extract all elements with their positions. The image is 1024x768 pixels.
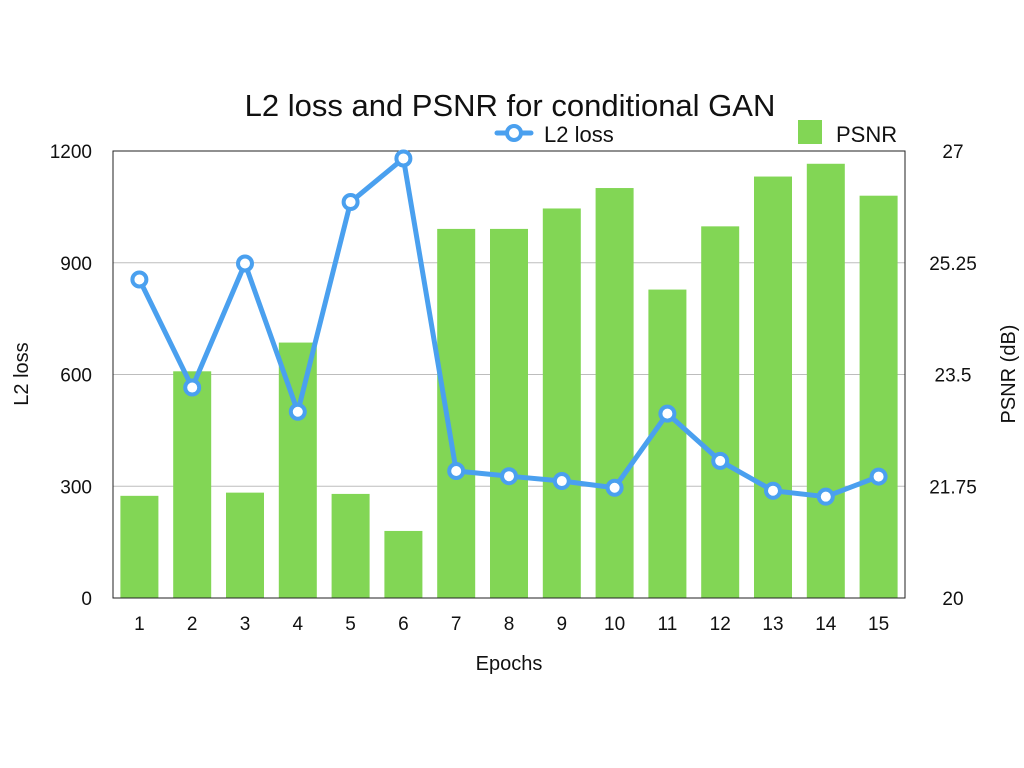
left-axis-ticks: 0 300 600 900 1200 — [50, 142, 92, 610]
psnr-bar — [595, 188, 634, 598]
l2-loss-point — [869, 467, 888, 486]
l2-loss-point — [288, 402, 307, 421]
plot-frame — [112, 150, 906, 599]
psnr-bar — [120, 495, 159, 598]
legend: L2 loss PSNR — [494, 120, 897, 147]
psnr-bar — [648, 289, 687, 598]
left-tick-label: 1200 — [50, 142, 92, 163]
psnr-bar — [173, 371, 212, 598]
x-axis-ticks: 1 2 3 4 5 6 7 8 9 10 11 12 13 14 15 — [134, 614, 889, 635]
psnr-bar — [859, 195, 898, 598]
psnr-bars — [120, 163, 898, 599]
l2-loss-series — [130, 149, 888, 506]
x-axis-label: Epochs — [476, 653, 543, 675]
x-tick-label: 5 — [345, 614, 356, 635]
right-axis-label: PSNR (dB) — [998, 325, 1020, 424]
left-axis-label: L2 loss — [11, 342, 33, 405]
l2-loss-point — [500, 467, 518, 486]
right-tick-label: 21.75 — [929, 477, 977, 498]
l2-loss-point — [341, 193, 360, 212]
l2-loss-point — [711, 451, 730, 470]
l2-loss-point — [130, 270, 149, 289]
legend-marker-l2-loss — [505, 124, 523, 142]
left-tick-label: 900 — [60, 254, 92, 275]
psnr-bar — [331, 493, 370, 598]
chart-title: L2 loss and PSNR for conditional GAN — [245, 88, 776, 123]
psnr-bar — [806, 163, 845, 598]
legend-label-psnr: PSNR — [836, 122, 897, 147]
x-tick-label: 14 — [815, 614, 837, 635]
left-tick-label: 600 — [60, 366, 92, 387]
l2-loss-point — [183, 378, 202, 397]
right-tick-label: 20 — [942, 589, 963, 610]
psnr-bar — [490, 228, 528, 599]
l2-loss-point — [816, 487, 835, 506]
l2-loss-point — [394, 149, 413, 168]
x-tick-label: 10 — [604, 614, 625, 635]
l2-loss-point — [658, 404, 677, 423]
psnr-bar — [701, 226, 740, 598]
x-tick-label: 9 — [557, 614, 568, 635]
right-axis-ticks: 20 21.75 23.5 25.25 27 — [929, 142, 977, 610]
right-tick-label: 27 — [942, 142, 963, 163]
x-tick-label: 6 — [398, 614, 409, 635]
x-tick-label: 4 — [293, 614, 304, 635]
right-tick-label: 25.25 — [929, 254, 977, 275]
l2-loss-point — [764, 481, 782, 500]
legend-swatch-psnr — [798, 120, 822, 144]
psnr-bar — [437, 228, 476, 599]
x-tick-label: 2 — [187, 614, 198, 635]
x-tick-label: 8 — [504, 614, 515, 635]
l2-loss-point — [447, 461, 466, 480]
l2-loss-point — [236, 254, 254, 273]
x-tick-label: 13 — [762, 614, 783, 635]
x-tick-label: 7 — [451, 614, 462, 635]
left-tick-label: 300 — [60, 477, 92, 498]
x-tick-label: 3 — [240, 614, 251, 635]
psnr-bar — [278, 342, 317, 598]
l2-loss-point — [552, 472, 571, 491]
x-tick-label: 11 — [658, 614, 678, 635]
l2-loss-point — [605, 478, 624, 497]
psnr-bar — [384, 530, 423, 598]
psnr-bar — [754, 176, 792, 599]
left-tick-label: 0 — [81, 589, 92, 610]
psnr-bar — [226, 492, 264, 598]
legend-label-l2-loss: L2 loss — [544, 122, 614, 147]
right-tick-label: 23.5 — [935, 366, 972, 387]
psnr-bar — [542, 208, 581, 598]
x-tick-label: 12 — [710, 614, 731, 635]
x-tick-label: 15 — [868, 614, 889, 635]
x-tick-label: 1 — [134, 614, 145, 635]
